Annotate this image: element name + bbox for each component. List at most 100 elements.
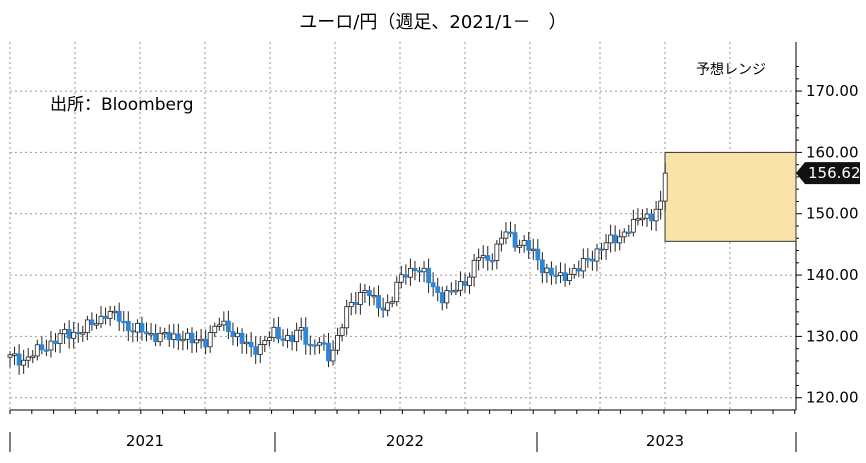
candle-body: [649, 213, 654, 222]
candle-body: [248, 341, 254, 348]
candle: [276, 316, 281, 344]
candle-body: [12, 353, 17, 356]
candle-body: [426, 267, 432, 284]
candle-body: [34, 344, 40, 357]
candle: [12, 346, 17, 366]
last-price-marker: [796, 162, 860, 185]
candle: [98, 305, 104, 329]
candle: [626, 224, 632, 237]
candle: [630, 209, 636, 237]
candle: [476, 248, 482, 271]
candle-body: [30, 355, 36, 358]
candle-body: [489, 259, 495, 263]
candle: [57, 329, 63, 354]
candle-body: [148, 333, 154, 336]
candle: [426, 258, 432, 293]
candle-body: [635, 218, 641, 221]
candle-body: [194, 339, 199, 344]
candle: [80, 325, 86, 342]
candle-body: [294, 329, 300, 343]
candle-body: [125, 320, 131, 331]
candle: [526, 231, 532, 259]
candle-body: [417, 270, 422, 273]
candle: [385, 294, 391, 317]
candle: [166, 324, 172, 347]
candle: [489, 253, 495, 271]
candle: [71, 321, 77, 349]
candle-body: [644, 213, 650, 219]
candle: [75, 322, 81, 343]
candle-body: [467, 276, 472, 286]
candle-body: [412, 267, 418, 271]
candle: [266, 331, 272, 347]
candle-body: [576, 268, 582, 272]
candle-body: [530, 248, 536, 251]
candle: [130, 322, 136, 343]
candle: [62, 322, 67, 344]
y-tick-label: 160.00: [806, 143, 859, 161]
candle: [530, 238, 536, 260]
candle-body: [162, 332, 168, 335]
candle-body: [144, 331, 149, 335]
candle: [7, 351, 13, 368]
candle-body: [21, 359, 27, 366]
candle: [339, 323, 345, 342]
candle-body: [380, 307, 386, 311]
candle-body: [535, 248, 541, 261]
candle: [139, 316, 145, 341]
x-category-label: 2022: [386, 432, 424, 450]
candle-body: [7, 354, 13, 358]
candle-body: [617, 236, 623, 244]
candle-body: [235, 332, 240, 338]
candle: [553, 265, 559, 285]
candle: [244, 333, 250, 354]
candle-body: [253, 346, 259, 355]
candle-body: [603, 242, 609, 250]
candle-body: [330, 349, 336, 362]
candle-body: [389, 301, 395, 304]
candle: [298, 317, 304, 341]
candle-body: [608, 234, 613, 244]
candle-body: [448, 290, 454, 293]
candle: [417, 266, 422, 283]
candle-body: [353, 302, 359, 305]
candle: [221, 311, 227, 331]
candle-body: [16, 353, 22, 366]
candle-body: [626, 231, 632, 234]
candle-body: [571, 268, 577, 275]
candle: [144, 322, 149, 342]
candle-body: [57, 333, 63, 344]
candle-body: [84, 319, 90, 334]
candle: [294, 322, 300, 352]
candle: [307, 335, 313, 356]
candle: [53, 333, 58, 353]
candle-body: [348, 302, 354, 308]
candle: [285, 328, 290, 348]
candle: [635, 208, 641, 226]
candle: [16, 344, 22, 375]
candle-body: [276, 326, 281, 340]
candle-body: [344, 306, 350, 329]
candle: [535, 239, 541, 271]
candle-body: [544, 267, 550, 274]
candle-body: [280, 338, 286, 341]
candle-body: [394, 281, 400, 303]
candle-body: [198, 338, 204, 342]
candle: [175, 323, 181, 350]
candle: [280, 329, 286, 347]
candle-body: [103, 315, 108, 319]
candle-body: [503, 231, 509, 239]
candle: [212, 322, 218, 338]
candle-body: [94, 323, 99, 326]
candle-body: [221, 320, 227, 326]
candle: [348, 292, 354, 316]
candle-body: [367, 290, 372, 297]
candle-body: [621, 231, 627, 238]
candle: [380, 297, 386, 318]
candle: [121, 310, 127, 332]
candle-body: [599, 248, 604, 251]
candle-body: [376, 295, 381, 309]
candle: [376, 285, 381, 317]
candle: [403, 264, 409, 285]
candle-body: [139, 323, 145, 333]
